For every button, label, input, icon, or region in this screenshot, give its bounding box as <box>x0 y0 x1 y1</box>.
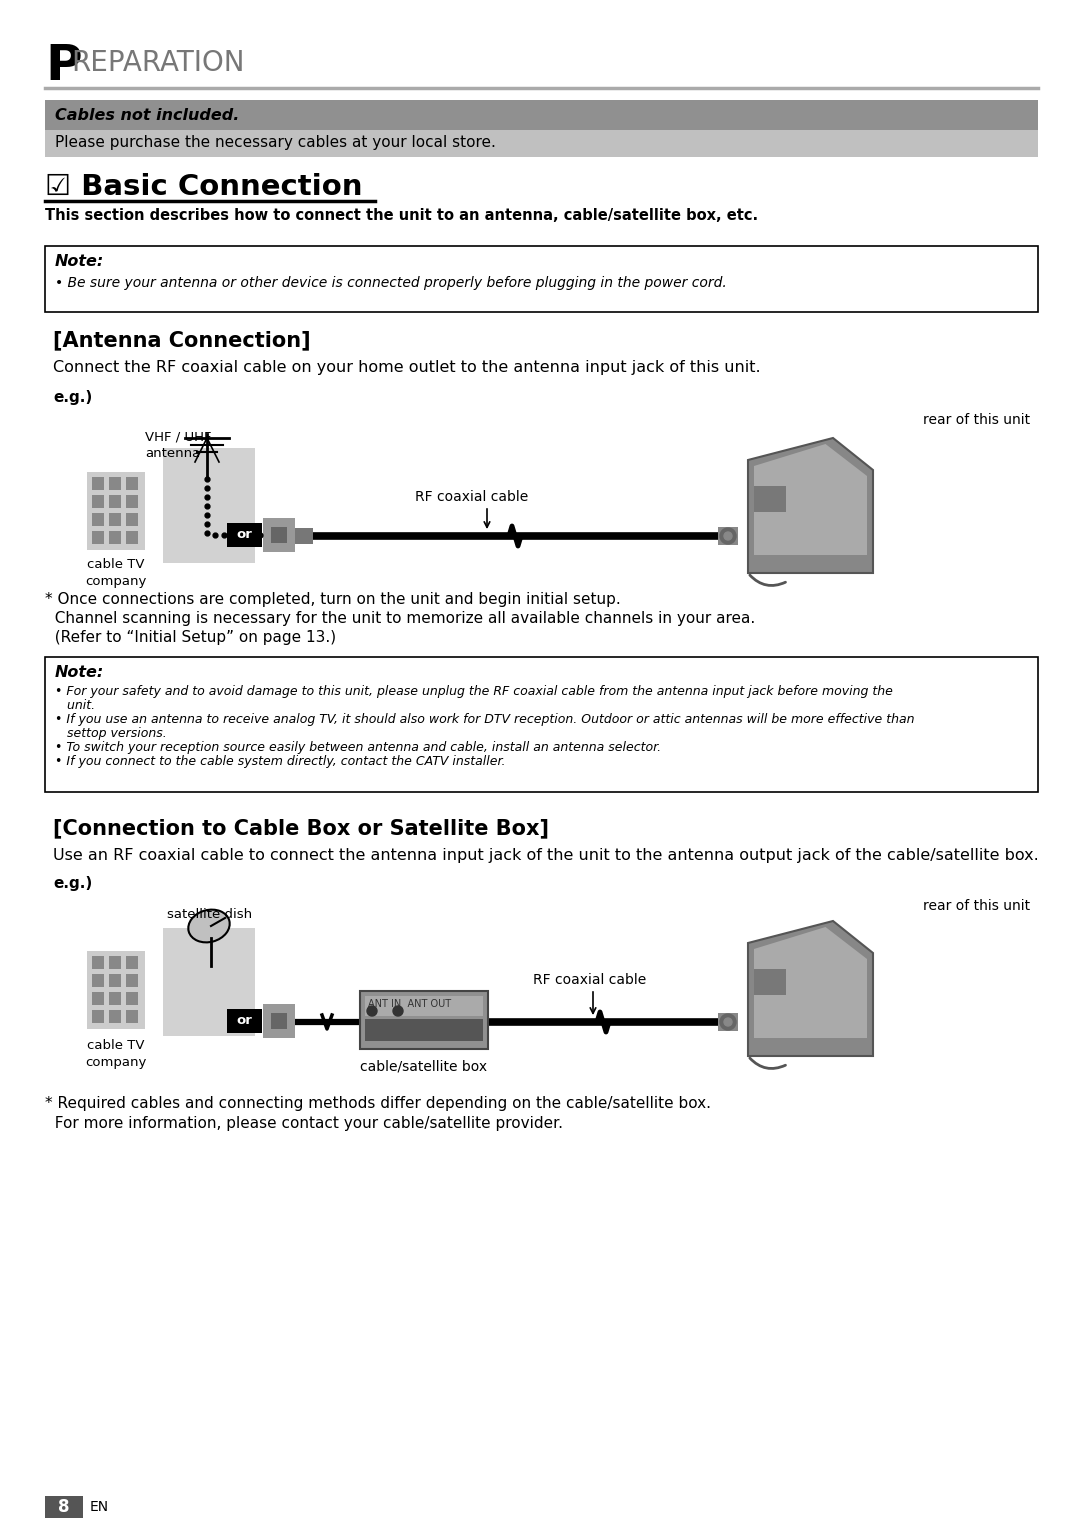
Bar <box>109 992 121 1006</box>
Bar <box>271 526 287 543</box>
Bar <box>45 130 1038 157</box>
Bar <box>92 513 104 526</box>
Text: For more information, please contact your cable/satellite provider.: For more information, please contact you… <box>45 1116 563 1131</box>
Polygon shape <box>748 922 873 1056</box>
Text: rear of this unit: rear of this unit <box>923 899 1030 913</box>
Bar <box>365 1019 483 1041</box>
Text: e.g.): e.g.) <box>53 391 92 404</box>
Bar <box>264 517 295 552</box>
Polygon shape <box>754 926 867 1038</box>
Bar <box>92 531 104 543</box>
Bar <box>92 955 104 969</box>
Text: * Once connections are completed, turn on the unit and begin initial setup.: * Once connections are completed, turn o… <box>45 592 621 607</box>
Bar <box>126 974 138 987</box>
Text: Note:: Note: <box>55 665 105 681</box>
Bar <box>718 1013 738 1032</box>
Bar <box>754 969 786 995</box>
Text: cable TV
company: cable TV company <box>85 559 147 588</box>
Bar <box>109 1010 121 1022</box>
Bar <box>92 494 104 508</box>
Circle shape <box>720 1013 735 1030</box>
Bar <box>227 523 262 546</box>
Bar <box>126 494 138 508</box>
Text: ANT IN  ANT OUT: ANT IN ANT OUT <box>368 1000 451 1009</box>
Text: RF coaxial cable: RF coaxial cable <box>415 490 528 504</box>
Bar <box>92 478 104 490</box>
Bar <box>360 990 488 1048</box>
Polygon shape <box>748 438 873 572</box>
Bar <box>109 531 121 543</box>
Text: EN: EN <box>90 1500 109 1514</box>
Bar <box>295 528 313 543</box>
Circle shape <box>724 533 732 540</box>
Bar <box>45 658 1038 792</box>
Ellipse shape <box>188 909 230 943</box>
Text: Note:: Note: <box>55 253 105 269</box>
Text: 8: 8 <box>58 1499 70 1515</box>
Text: This section describes how to connect the unit to an antenna, cable/satellite bo: This section describes how to connect th… <box>45 208 758 223</box>
Bar <box>126 955 138 969</box>
Text: (Refer to “Initial Setup” on page 13.): (Refer to “Initial Setup” on page 13.) <box>45 630 336 645</box>
Bar <box>109 513 121 526</box>
Text: VHF / UHF
antenna: VHF / UHF antenna <box>145 430 212 459</box>
Bar <box>718 526 738 545</box>
Bar <box>92 1010 104 1022</box>
Text: ☑ Basic Connection: ☑ Basic Connection <box>45 172 363 201</box>
Text: Connect the RF coaxial cable on your home outlet to the antenna input jack of th: Connect the RF coaxial cable on your hom… <box>53 360 760 375</box>
Text: cable TV
company: cable TV company <box>85 1039 147 1070</box>
Circle shape <box>724 1018 732 1025</box>
Text: e.g.): e.g.) <box>53 876 92 891</box>
Text: settop versions.: settop versions. <box>55 726 166 740</box>
Text: Please purchase the necessary cables at your local store.: Please purchase the necessary cables at … <box>55 136 496 151</box>
Text: • If you connect to the cable system directly, contact the CATV installer.: • If you connect to the cable system dir… <box>55 755 505 768</box>
Bar <box>163 449 255 563</box>
Polygon shape <box>754 444 867 555</box>
Circle shape <box>720 528 735 543</box>
Text: Cables not included.: Cables not included. <box>55 107 240 122</box>
Bar <box>126 478 138 490</box>
Bar <box>126 531 138 543</box>
Text: cable/satellite box: cable/satellite box <box>361 1059 487 1073</box>
Text: [Connection to Cable Box or Satellite Box]: [Connection to Cable Box or Satellite Bo… <box>53 818 549 838</box>
Text: • If you use an antenna to receive analog TV, it should also work for DTV recept: • If you use an antenna to receive analo… <box>55 713 915 726</box>
Circle shape <box>367 1006 377 1016</box>
Bar <box>271 1013 287 1029</box>
Text: • Be sure your antenna or other device is connected properly before plugging in : • Be sure your antenna or other device i… <box>55 276 727 290</box>
Text: [Antenna Connection]: [Antenna Connection] <box>53 330 311 349</box>
Text: unit.: unit. <box>55 699 95 713</box>
Bar <box>227 1009 262 1033</box>
Bar <box>126 513 138 526</box>
Bar <box>45 101 1038 130</box>
Bar <box>45 246 1038 311</box>
Text: rear of this unit: rear of this unit <box>923 414 1030 427</box>
Bar <box>109 494 121 508</box>
Text: or: or <box>237 528 252 542</box>
Bar <box>87 472 145 549</box>
Bar <box>87 951 145 1029</box>
Text: * Required cables and connecting methods differ depending on the cable/satellite: * Required cables and connecting methods… <box>45 1096 711 1111</box>
Bar <box>126 992 138 1006</box>
Bar <box>109 974 121 987</box>
Circle shape <box>393 1006 403 1016</box>
Text: P: P <box>45 43 82 90</box>
Bar <box>360 990 488 1048</box>
Text: Use an RF coaxial cable to connect the antenna input jack of the unit to the ant: Use an RF coaxial cable to connect the a… <box>53 848 1039 864</box>
Text: • To switch your reception source easily between antenna and cable, install an a: • To switch your reception source easily… <box>55 742 661 754</box>
Bar <box>92 974 104 987</box>
Bar <box>45 1495 83 1518</box>
Bar <box>264 1004 295 1038</box>
Text: Channel scanning is necessary for the unit to memorize all available channels in: Channel scanning is necessary for the un… <box>45 610 755 626</box>
Bar <box>109 478 121 490</box>
Text: satellite dish: satellite dish <box>167 908 252 922</box>
Text: • For your safety and to avoid damage to this unit, please unplug the RF coaxial: • For your safety and to avoid damage to… <box>55 685 893 697</box>
Text: or: or <box>237 1015 252 1027</box>
Bar <box>163 928 255 1036</box>
Bar <box>109 955 121 969</box>
Text: RF coaxial cable: RF coaxial cable <box>534 974 646 987</box>
Text: REPARATION: REPARATION <box>71 49 244 76</box>
Bar <box>365 996 483 1016</box>
Bar <box>92 992 104 1006</box>
Bar <box>754 485 786 513</box>
Bar <box>126 1010 138 1022</box>
